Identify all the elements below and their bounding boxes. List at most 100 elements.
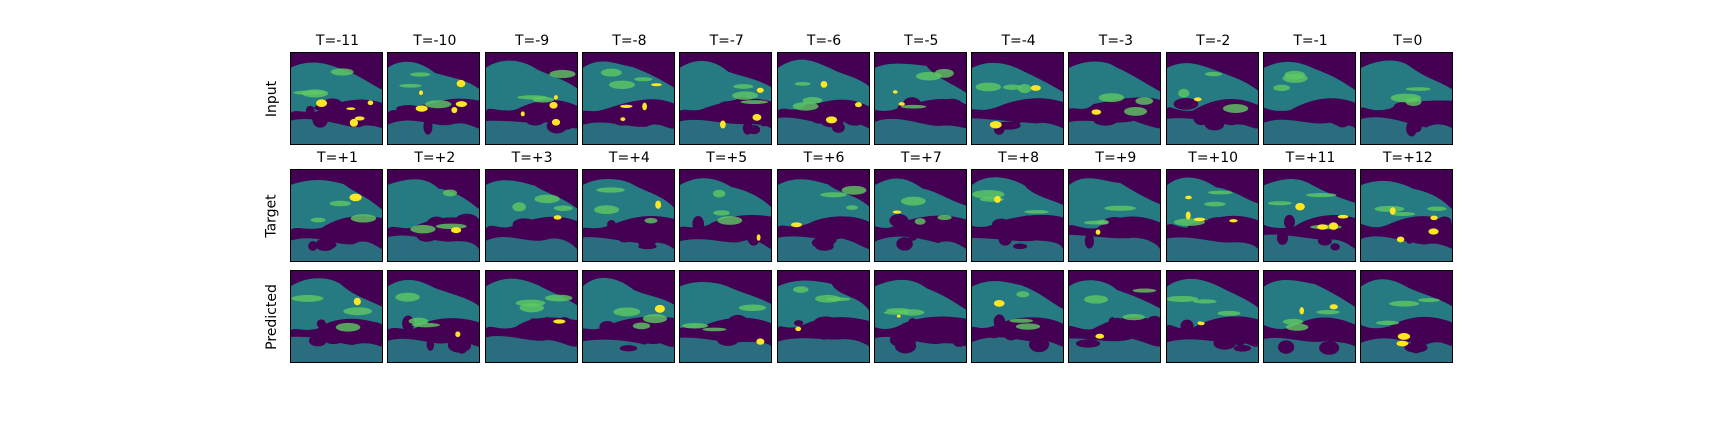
heatmap-panel-target (581, 169, 675, 262)
panel-title: T=+12 (1382, 150, 1433, 166)
heatmap-image (485, 170, 577, 261)
panel-title: T=-2 (1196, 33, 1231, 49)
heatmap-image (582, 53, 674, 144)
heatmap-image (777, 170, 869, 261)
row-label-input: Input (262, 56, 282, 142)
heatmap-panel-input (1068, 52, 1162, 145)
heatmap-image (291, 271, 382, 362)
heatmap-image (388, 271, 480, 362)
heatmap-image (291, 170, 382, 261)
panel-title: T=-10 (413, 33, 457, 49)
heatmap-panel-target (290, 169, 383, 262)
panel-title: T=+4 (608, 150, 650, 166)
heatmap-image (1166, 170, 1258, 261)
heatmap-panel-target (776, 169, 870, 262)
heatmap-panel-input (679, 52, 773, 145)
heatmap-image (972, 271, 1064, 362)
heatmap-panel-predicted (484, 270, 578, 363)
heatmap-panel-input (290, 52, 383, 145)
heatmap-panel-target (1165, 169, 1259, 262)
heatmap-image (874, 170, 966, 261)
heatmap-image (1069, 271, 1161, 362)
heatmap-panel-target (679, 169, 773, 262)
heatmap-image (777, 53, 869, 144)
heatmap-image (485, 271, 577, 362)
heatmap-panel-input (873, 52, 967, 145)
row-label-target: Target (262, 173, 282, 259)
heatmap-panel-predicted (581, 270, 675, 363)
panel-title: T=+11 (1285, 150, 1336, 166)
panel-title: T=-8 (612, 33, 647, 49)
heatmap-panel-target (971, 169, 1065, 262)
heatmap-image (680, 271, 772, 362)
heatmap-panel-predicted (679, 270, 773, 363)
panel-title: T=-11 (315, 33, 360, 49)
heatmap-panel-predicted (1360, 270, 1454, 363)
heatmap-image (1069, 170, 1161, 261)
heatmap-image (485, 53, 577, 144)
heatmap-panel-predicted (776, 270, 870, 363)
panel-title: T=+9 (1095, 150, 1137, 166)
heatmap-image (582, 271, 674, 362)
panel-title: T=0 (1393, 33, 1423, 49)
panel-title: T=+7 (900, 150, 942, 166)
heatmap-panel-target (1360, 169, 1454, 262)
panel-title: T=-1 (1293, 33, 1328, 49)
heatmap-panel-predicted (873, 270, 967, 363)
heatmap-image (972, 170, 1064, 261)
heatmap-panel-predicted (1165, 270, 1259, 363)
heatmap-panel-input (581, 52, 675, 145)
panel-title: T=+3 (511, 150, 553, 166)
heatmap-image (1166, 53, 1258, 144)
panel-title: T=-9 (514, 33, 550, 49)
panel-title: T=-4 (1001, 33, 1036, 49)
row-label-predicted: Predicted (262, 274, 282, 360)
heatmap-image (972, 53, 1064, 144)
heatmap-panel-target (1068, 169, 1162, 262)
heatmap-image (388, 170, 480, 261)
heatmap-panel-target (387, 169, 481, 262)
heatmap-image (874, 271, 966, 362)
heatmap-panel-predicted (1263, 270, 1356, 363)
heatmap-image (1069, 53, 1161, 144)
heatmap-panel-target (1263, 169, 1356, 262)
heatmap-image (582, 170, 674, 261)
panel-title: T=-3 (1098, 33, 1134, 49)
panel-title: T=+6 (803, 150, 845, 166)
heatmap-image (1361, 271, 1453, 362)
heatmap-panel-target (484, 169, 578, 262)
heatmap-panel-input (971, 52, 1065, 145)
heatmap-image (1264, 170, 1355, 261)
panel-title: T=+1 (317, 150, 358, 166)
heatmap-image (1264, 271, 1355, 362)
panel-title: T=+10 (1188, 150, 1239, 166)
heatmap-panel-predicted (387, 270, 481, 363)
heatmap-panel-predicted (1068, 270, 1162, 363)
heatmap-image (680, 170, 772, 261)
heatmap-panel-predicted (290, 270, 383, 363)
heatmap-image (874, 53, 966, 144)
heatmap-panel-predicted (971, 270, 1065, 363)
panel-title: T=+2 (414, 150, 456, 166)
heatmap-panel-input (1360, 52, 1454, 145)
heatmap-panel-input (1165, 52, 1259, 145)
heatmap-image (291, 53, 382, 144)
row-label-text: Target (264, 194, 280, 238)
heatmap-image (777, 271, 869, 362)
heatmap-panel-input (1263, 52, 1356, 145)
heatmap-image (1361, 53, 1453, 144)
heatmap-image (1264, 53, 1355, 144)
panel-title: T=-7 (709, 33, 744, 49)
panel-title: T=+8 (998, 150, 1040, 166)
panel-title: T=-6 (806, 33, 842, 49)
heatmap-panel-target (873, 169, 967, 262)
heatmap-panel-input (387, 52, 481, 145)
heatmap-image (1166, 271, 1258, 362)
heatmap-image (388, 53, 480, 144)
heatmap-panel-input (776, 52, 870, 145)
row-label-text: Input (264, 80, 281, 118)
panel-title: T=+5 (706, 150, 748, 166)
row-label-text: Predicted (264, 284, 281, 350)
panel-title: T=-5 (904, 33, 939, 49)
